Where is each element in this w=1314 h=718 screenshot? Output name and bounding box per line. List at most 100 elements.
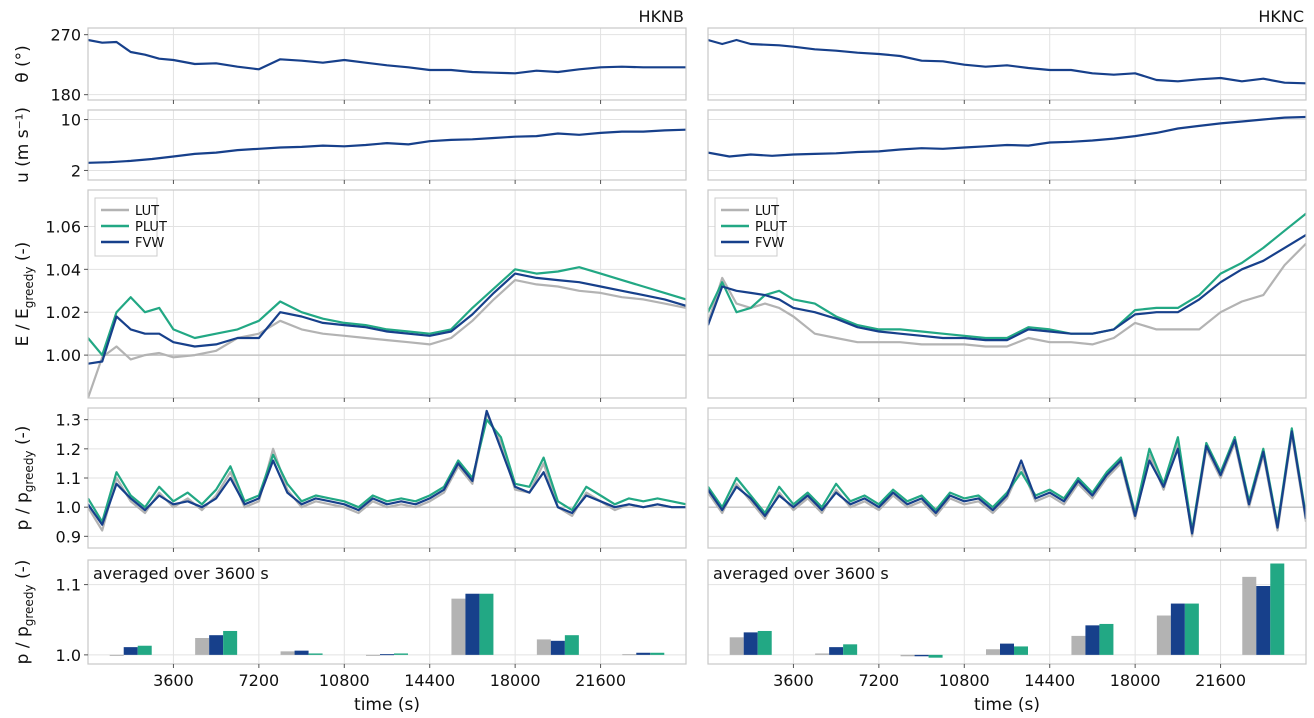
plot-content: [88, 128, 686, 164]
legend-label-plut: PLUT: [755, 220, 787, 235]
bar-lut: [366, 654, 380, 656]
bar-plut: [1270, 563, 1285, 655]
x-tick-label: 18000: [490, 671, 541, 690]
bar-fvw: [380, 654, 394, 656]
y-tick-label: 1.1: [56, 576, 81, 595]
plot-area: [88, 560, 686, 664]
legend-label-plut: PLUT: [135, 220, 167, 235]
bar-fvw: [743, 632, 758, 655]
y-axis-label: θ (°): [13, 45, 33, 83]
panel-power-hknc: [707, 407, 1307, 552]
y-tick-label: 0.9: [56, 527, 81, 546]
annotation-text: averaged over 3600 s: [93, 564, 269, 583]
y-tick-label: 1.00: [45, 346, 81, 365]
axes-frame: [87, 27, 687, 101]
bar-lut: [536, 639, 551, 655]
panel-speed-hknc: [707, 109, 1307, 184]
series-line-fvw: [708, 38, 1306, 85]
bar-plut: [1099, 623, 1114, 655]
bar-fvw: [1000, 643, 1014, 655]
legend-label-lut: LUT: [755, 204, 779, 219]
y-tick-label: 1.0: [56, 646, 81, 665]
series-line-plut: [88, 266, 686, 357]
plot-area: [88, 110, 686, 180]
y-axis-label: p / pgreedy (-): [13, 426, 36, 531]
panel-theta-hknb: 180 270 HKNB θ (°): [13, 7, 687, 105]
series-line-fvw: [708, 430, 1306, 535]
x-tick-label: 14400: [404, 671, 455, 690]
panel-speed-hknb: 2 10 u (m s⁻¹): [13, 107, 687, 184]
x-tick-label: 21600: [575, 671, 626, 690]
axes-frame: [707, 559, 1307, 665]
panel-power-hknb: 0.9 1.0 1.1 1.2 1.3 p / pgreedy (-): [13, 407, 687, 552]
y-tick-label: 1.1: [56, 469, 81, 488]
bar-fvw: [829, 647, 844, 655]
series-line-fvw: [88, 38, 686, 75]
plot-content: [88, 266, 686, 398]
series-line-plut: [708, 212, 1306, 340]
x-tick-label: 21600: [1195, 671, 1246, 690]
bar-plut: [137, 645, 152, 655]
axes-frame: [707, 407, 1307, 549]
x-tick-label: 14400: [1024, 671, 1075, 690]
series-line-fvw: [708, 234, 1306, 342]
bar-plut: [757, 630, 772, 655]
plot-content: [729, 563, 1285, 658]
x-tick-label: 7200: [238, 671, 279, 690]
bar-fvw: [1256, 586, 1271, 655]
bar-fvw: [636, 652, 651, 655]
y-tick-label: 1.06: [45, 217, 81, 236]
bar-lut: [815, 653, 830, 655]
series-line-lut: [708, 242, 1306, 348]
y-tick-label: 2: [71, 161, 81, 180]
bar-lut: [280, 651, 295, 655]
bar-plut: [1014, 646, 1028, 655]
y-tick-label: 180: [50, 86, 81, 105]
bar-plut: [928, 654, 943, 658]
series-line-lut: [88, 412, 686, 532]
y-tick-label: 1.02: [45, 303, 81, 322]
bar-lut: [109, 654, 124, 656]
bar-fvw: [209, 635, 224, 655]
plot-area: [88, 190, 686, 398]
x-tick-label: 3600: [153, 671, 194, 690]
legend-label-fvw: FVW: [755, 236, 784, 251]
plot-area: [708, 28, 1306, 100]
bar-lut: [451, 598, 466, 655]
bar-fvw: [465, 593, 480, 655]
x-tick-label: 7200: [858, 671, 899, 690]
axes-frame: [87, 559, 687, 665]
x-axis-label: time (s): [354, 695, 420, 715]
bar-lut: [900, 654, 915, 657]
bar-plut: [308, 653, 323, 655]
bar-plut: [223, 630, 238, 655]
annotation-text: averaged over 3600 s: [713, 564, 889, 583]
bar-plut: [843, 644, 858, 655]
axes-frame: [87, 109, 687, 181]
bar-lut: [729, 637, 744, 655]
bar-plut: [650, 652, 665, 655]
x-axis-label: time (s): [974, 695, 1040, 715]
axes-frame: [707, 109, 1307, 181]
y-tick-label: 1.0: [56, 498, 81, 517]
bar-lut: [1156, 615, 1171, 655]
bar-lut: [195, 638, 210, 655]
x-tick-label: 18000: [1110, 671, 1161, 690]
y-axis-label: u (m s⁻¹): [13, 107, 33, 183]
bar-plut: [564, 635, 579, 655]
legend-label-fvw: FVW: [135, 236, 164, 251]
bar-fvw: [1085, 625, 1100, 655]
y-tick-label: 1.3: [56, 411, 81, 430]
bar-fvw: [550, 640, 565, 655]
plot-content: [708, 212, 1306, 348]
axes-frame: [707, 189, 1307, 399]
y-tick-label: 10: [61, 111, 81, 130]
y-tick-label: 1.04: [45, 260, 81, 279]
series-line-fvw: [88, 409, 686, 526]
x-tick-label: 10800: [319, 671, 370, 690]
x-tick-label: 3600: [773, 671, 814, 690]
y-axis-label: p / pgreedy (-): [13, 560, 36, 665]
bar-plut: [1184, 603, 1199, 655]
y-tick-label: 1.2: [56, 440, 81, 459]
